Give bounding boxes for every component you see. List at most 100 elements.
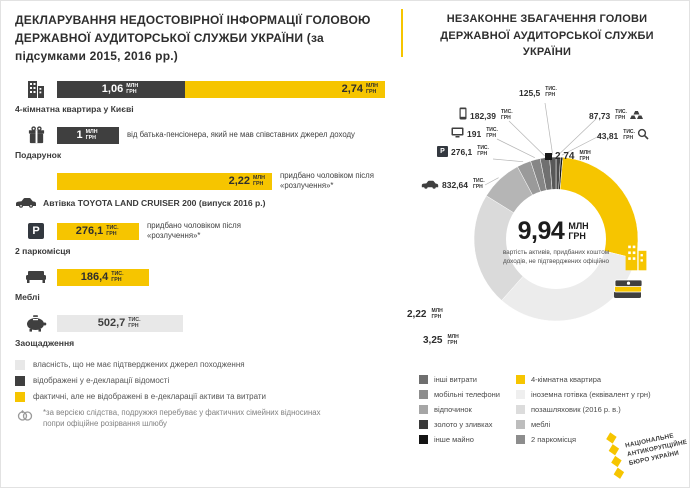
row-label: Меблі xyxy=(15,292,387,302)
footnote: *за версією слідства, подружжя перебуває… xyxy=(15,408,387,429)
bar-note: придбано чоловіком після «розлучення»* xyxy=(147,221,241,240)
legend-swatch xyxy=(515,420,525,429)
callout-value: 832,64 xyxy=(442,180,468,190)
bar-row-savings: 502,7 тис. грн Заощадження xyxy=(15,312,387,348)
bar-actual: 2,22 млн грн xyxy=(57,172,272,190)
row-label-text: Автівка TOYOTA LAND CRUISER 200 (випуск … xyxy=(43,198,266,208)
left-legend: власність, що не має підтверджених джере… xyxy=(15,360,387,429)
row-label: Подарунок xyxy=(15,150,387,160)
legend-swatch xyxy=(419,390,428,399)
callout-value: 87,73 xyxy=(589,111,611,121)
total-value: 9,94 xyxy=(517,217,565,245)
bar-declared: 1,06 млн грн xyxy=(57,80,185,98)
callout-other-expenses: 125,5 тис. грн xyxy=(519,86,557,99)
legend-label: 2 паркомісця xyxy=(530,435,577,444)
bar-row-car: 2,22 млн грн придбано чоловіком після «р… xyxy=(15,170,387,210)
callout-unit: тис. грн xyxy=(623,129,635,141)
piggy-bank-icon xyxy=(15,314,57,332)
parking-letter: P xyxy=(440,148,445,156)
donut-center-label: 9,94 млн грн вартість активів, придбаних… xyxy=(497,217,615,266)
legend-column-right: 4-кімнатна квартира іноземна готівка (ек… xyxy=(515,375,651,444)
legend-item: відпочинок xyxy=(419,405,500,414)
legend-item: фактичні, але не відображені в е-деклара… xyxy=(15,392,387,402)
left-title: ДЕКЛАРУВАННЯ НЕДОСТОВІРНОЇ ІНФОРМАЦІЇ ГО… xyxy=(15,13,371,63)
banknotes-icon xyxy=(613,279,643,304)
callout-gold: 191 тис. грн xyxy=(451,125,498,143)
callout-unit: тис. грн xyxy=(501,109,513,121)
callout-leader-line xyxy=(484,177,499,186)
right-panel: НЕЗАКОННЕ ЗБАГАЧЕННЯ ГОЛОВИ ДЕРЖАВНОЇ АУ… xyxy=(401,1,689,487)
bar-value: 1 xyxy=(76,129,83,141)
nabu-logo-icon xyxy=(602,430,629,487)
bar-value: 502,7 xyxy=(97,317,126,329)
bar-value: 1,06 xyxy=(101,83,124,95)
callout-suv: 832,64 тис. грн xyxy=(421,176,485,194)
legend-label: інші витрати xyxy=(434,375,477,384)
slice-indicator xyxy=(545,153,552,161)
legend-label: позашляховик (2016 р. в.) xyxy=(530,405,621,414)
callout-unit: тис. грн xyxy=(477,145,489,157)
row-label-text: Заощадження xyxy=(15,338,75,348)
callout-value: 191 xyxy=(467,129,482,139)
callout-value: 182,39 xyxy=(470,111,496,121)
callout-suv-price: 2,22 млн грн xyxy=(407,308,443,321)
legend-label: відпочинок xyxy=(434,405,472,414)
callout-unit: млн грн xyxy=(431,308,443,320)
bar-row-gift: 1 млн грн від батька-пенсіонера, який не… xyxy=(15,124,387,160)
callout-unit: тис. грн xyxy=(615,109,627,121)
right-title: НЕЗАКОННЕ ЗБАГАЧЕННЯ ГОЛОВИ ДЕРЖАВНОЇ АУ… xyxy=(440,13,654,58)
legend-swatch xyxy=(419,375,428,384)
legend-label: відображені у е-декларації відомості xyxy=(33,376,170,385)
legend-item: іноземна готівка (еквівалент у грн) xyxy=(515,390,651,399)
legend-swatch xyxy=(15,376,25,386)
magnifier-icon xyxy=(637,127,649,145)
callout-value: 276,1 xyxy=(451,146,473,157)
legend-item: мобільні телефони xyxy=(419,390,500,399)
donut-chart xyxy=(473,102,639,322)
callout-value: 2,74 xyxy=(555,151,575,163)
bar-unit: млн грн xyxy=(253,174,265,187)
legend-label: іноземна готівка (еквівалент у грн) xyxy=(530,390,651,399)
bar-unconfirmed: 502,7 тис. грн xyxy=(57,314,183,332)
bar-actual: 2,74 млн грн xyxy=(185,80,385,98)
bar-unit: тис. грн xyxy=(128,316,141,329)
legend-label: 4-кімнатна квартира xyxy=(530,375,602,384)
callout-parking: P 276,1 тис. грн xyxy=(437,145,489,158)
callout-leader-line xyxy=(544,102,554,156)
callout-other-property: 43,81 тис. грн xyxy=(597,127,649,145)
legend-item: 4-кімнатна квартира xyxy=(515,375,651,384)
callout-value: 2,22 xyxy=(407,309,427,321)
callout-apartment: 2,74 млн грн xyxy=(545,150,591,163)
bar-row-apartment: 1,06 млн грн 2,74 млн грн 4-кімнатна ква… xyxy=(15,78,387,114)
bar-note: від батька-пенсіонера, який не мав співс… xyxy=(127,130,355,140)
callout-unit: тис. грн xyxy=(486,127,498,139)
legend-label: меблі xyxy=(530,420,551,429)
bar-value: 2,22 xyxy=(228,175,250,187)
callout-value: 125,5 xyxy=(519,87,541,98)
row-label-text: 2 паркомісця xyxy=(15,246,71,256)
callout-leader-line xyxy=(558,118,597,156)
legend-swatch xyxy=(419,405,428,414)
car-icon xyxy=(15,196,37,210)
legend-swatch xyxy=(15,392,25,402)
legend-item: 2 паркомісця xyxy=(515,435,651,444)
bar-unit: тис. грн xyxy=(111,270,124,283)
bar-value: 2,74 xyxy=(341,83,363,95)
bar-actual: 186,4 тис. грн xyxy=(57,268,149,286)
legend-swatch xyxy=(515,390,525,399)
car-icon xyxy=(421,176,439,194)
callout-cash: 3,25 млн грн xyxy=(423,334,459,347)
nabu-logo: НАЦІОНАЛЬНЕ АНТИКОРУПЦІЙНЕ БЮРО УКРАЇНИ xyxy=(602,416,689,487)
legend-swatch xyxy=(515,405,525,414)
callout-value: 3,25 xyxy=(423,335,443,347)
legend-column-left: інші витрати мобільні телефони відпочино… xyxy=(419,375,500,444)
legend-item: власність, що не має підтверджених джере… xyxy=(15,360,387,370)
callout-unit: тис. грн xyxy=(473,178,485,190)
parking-icon: P xyxy=(437,146,448,158)
legend-label: мобільні телефони xyxy=(434,390,500,399)
row-label-text: 4-кімнатна квартира у Києві xyxy=(15,104,134,114)
legend-item: золото у зливках xyxy=(419,420,500,429)
bar-unit: тис. грн xyxy=(106,224,119,237)
legend-label: золото у зливках xyxy=(434,420,493,429)
